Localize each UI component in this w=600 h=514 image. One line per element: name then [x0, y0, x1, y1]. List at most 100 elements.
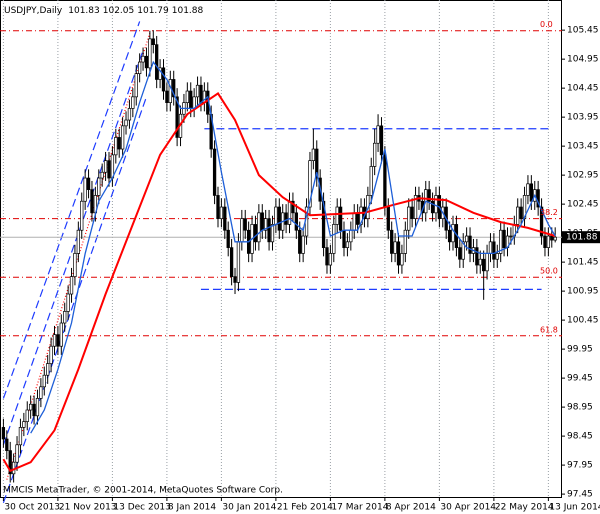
candle-body [284, 212, 288, 225]
candle-body [373, 142, 377, 167]
candle-body [49, 345, 53, 364]
candle-body [131, 96, 135, 109]
candle-body [386, 206, 390, 231]
candle-body [468, 235, 472, 254]
fib-label: 0.0 [540, 20, 553, 29]
candle-body [100, 171, 104, 179]
moving-average [30, 60, 556, 434]
candle-body [492, 241, 496, 260]
candle-body [137, 61, 142, 75]
candle-body [485, 253, 489, 272]
candle-body [39, 386, 43, 399]
moving-average [2, 91, 556, 473]
candle-body [342, 229, 346, 248]
candle-body [155, 44, 159, 80]
candle-body [451, 224, 455, 243]
candle-body [345, 241, 350, 248]
candle-body [277, 206, 281, 231]
x-tick-label: 13 Jun 2014 [549, 503, 600, 513]
y-tick-label: 105.45 [567, 26, 599, 36]
candle-body [352, 212, 356, 231]
candle-body [260, 212, 264, 231]
candle-body [349, 229, 353, 243]
x-tick-label: 30 Jan 2014 [222, 503, 276, 513]
candle-body [543, 235, 547, 248]
candle-body [369, 166, 373, 196]
candle-body [32, 403, 36, 417]
plot-frame [0, 0, 562, 498]
candle-body [8, 450, 12, 475]
candle-body [22, 421, 26, 428]
candle-body [355, 212, 360, 225]
candle-body [114, 137, 118, 156]
candle-body [529, 183, 533, 202]
candle-body [267, 218, 271, 243]
y-tick-label: 99.45 [567, 374, 593, 384]
y-tick-label: 103.45 [567, 142, 599, 152]
candle-body [338, 206, 343, 231]
candle-body [376, 125, 380, 144]
candle-body [161, 67, 166, 92]
fib-label: 50.0 [540, 267, 558, 276]
candle-body [168, 79, 172, 103]
x-tick-label: 21 Feb 2014 [277, 503, 333, 513]
candle-body [35, 398, 40, 417]
candle-body [52, 334, 57, 347]
candle-body [287, 200, 292, 225]
candle-body [390, 229, 394, 254]
fib-label: 38.2 [540, 208, 558, 217]
low: 101.79 [137, 6, 169, 16]
x-tick-label: 17 Mar 2014 [331, 503, 388, 513]
candle-body [236, 241, 241, 283]
trend-line [2, 21, 141, 399]
x-tick-label: 8 Apr 2014 [386, 503, 436, 513]
y-tick-label: 100.95 [567, 287, 599, 297]
candle-body [270, 224, 275, 243]
candle-body [165, 90, 169, 103]
candle-body [158, 67, 162, 80]
candle-body [298, 229, 302, 254]
y-tick-label: 99.95 [567, 345, 593, 355]
candle-body [229, 247, 234, 277]
candle-body [56, 334, 60, 347]
x-tick-label: 30 Oct 2013 [4, 503, 60, 513]
candle-body [509, 235, 513, 238]
candle-body [400, 253, 404, 266]
open: 101.83 [68, 6, 100, 16]
candle-body [124, 119, 128, 127]
candle-body [294, 212, 298, 231]
y-tick-label: 104.95 [567, 55, 599, 65]
candle-body [185, 90, 189, 103]
candle-body [482, 258, 486, 272]
trend-line [2, 50, 144, 446]
candle-body [192, 96, 196, 109]
high: 102.05 [103, 6, 135, 16]
candle-body [396, 241, 401, 266]
candle-body [526, 183, 530, 196]
candle-body [553, 236, 557, 241]
candle-body [499, 229, 503, 254]
last-price-box [562, 231, 600, 244]
candle-body [199, 84, 203, 103]
candle-body [539, 206, 544, 237]
candle-body [233, 276, 237, 283]
candle-body [66, 293, 70, 312]
candle-body [516, 206, 520, 225]
candle-body [195, 84, 200, 98]
candle-body [253, 224, 258, 243]
candle-body [495, 253, 499, 260]
candle-body [243, 218, 247, 231]
candle-body [325, 247, 329, 266]
candle-body [83, 177, 87, 202]
candle-body [447, 229, 452, 243]
candle-body [117, 137, 121, 150]
candle-body [42, 374, 46, 388]
candle-body [151, 38, 155, 46]
candle-body [410, 206, 414, 219]
candle-body [393, 241, 397, 254]
candle-body [332, 224, 336, 254]
candle-body [76, 229, 80, 254]
candle-body [90, 189, 94, 214]
candle-body [475, 247, 479, 266]
candle-body [216, 195, 220, 219]
